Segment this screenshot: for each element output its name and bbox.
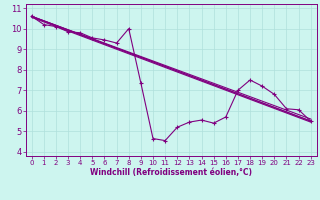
X-axis label: Windchill (Refroidissement éolien,°C): Windchill (Refroidissement éolien,°C): [90, 168, 252, 177]
